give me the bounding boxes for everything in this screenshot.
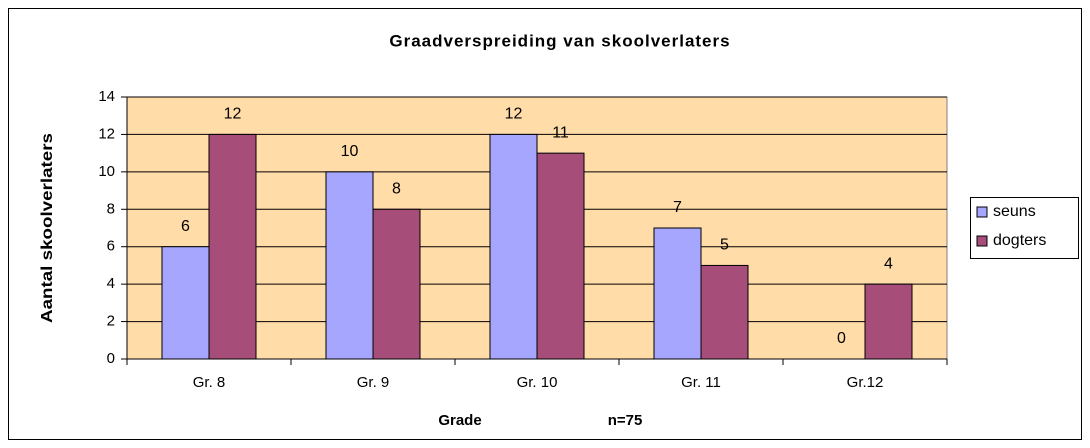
bar xyxy=(372,208,421,360)
y-tick-label: 14 xyxy=(98,88,115,105)
data-label: 4 xyxy=(884,255,893,272)
annotation: n=75 xyxy=(608,412,643,429)
y-axis-label: Aantal skoolverlaters xyxy=(39,133,56,323)
legend-label: dogters xyxy=(993,232,1046,249)
y-tick-label: 12 xyxy=(98,125,115,142)
legend-swatch xyxy=(976,235,988,247)
x-axis-label: Grade xyxy=(438,412,481,429)
bar xyxy=(489,133,538,360)
bar xyxy=(864,283,913,360)
y-tick-label: 2 xyxy=(107,313,115,330)
y-tick-label: 8 xyxy=(107,200,115,217)
x-tick-label: Gr. 8 xyxy=(193,374,226,391)
data-label: 5 xyxy=(720,237,729,254)
bar xyxy=(653,227,702,360)
y-tick-label: 0 xyxy=(107,350,115,367)
data-label: 7 xyxy=(673,199,682,216)
legend-label: seuns xyxy=(993,203,1036,220)
legend-box xyxy=(970,197,1079,259)
x-tick-label: Gr. 10 xyxy=(517,374,558,391)
data-label: 10 xyxy=(341,143,359,160)
data-label: 0 xyxy=(837,330,846,347)
bar xyxy=(208,133,257,360)
x-tick-label: Gr. 11 xyxy=(681,374,721,391)
x-tick-label: Gr.12 xyxy=(847,374,884,391)
data-label: 6 xyxy=(181,218,190,235)
y-tick-label: 10 xyxy=(98,163,115,180)
bar xyxy=(161,246,210,360)
bar xyxy=(325,171,374,360)
y-tick-label: 4 xyxy=(107,275,115,292)
legend-swatch xyxy=(976,206,988,218)
bar xyxy=(700,264,749,360)
data-label: 12 xyxy=(505,106,523,123)
data-label: 8 xyxy=(392,181,401,198)
bar xyxy=(536,152,585,360)
y-tick-label: 6 xyxy=(107,238,115,255)
data-label: 12 xyxy=(224,106,242,123)
chart-title: Graadverspreiding van skoolverlaters xyxy=(389,31,730,50)
x-tick-label: Gr. 9 xyxy=(357,374,390,391)
data-label: 11 xyxy=(552,124,569,141)
